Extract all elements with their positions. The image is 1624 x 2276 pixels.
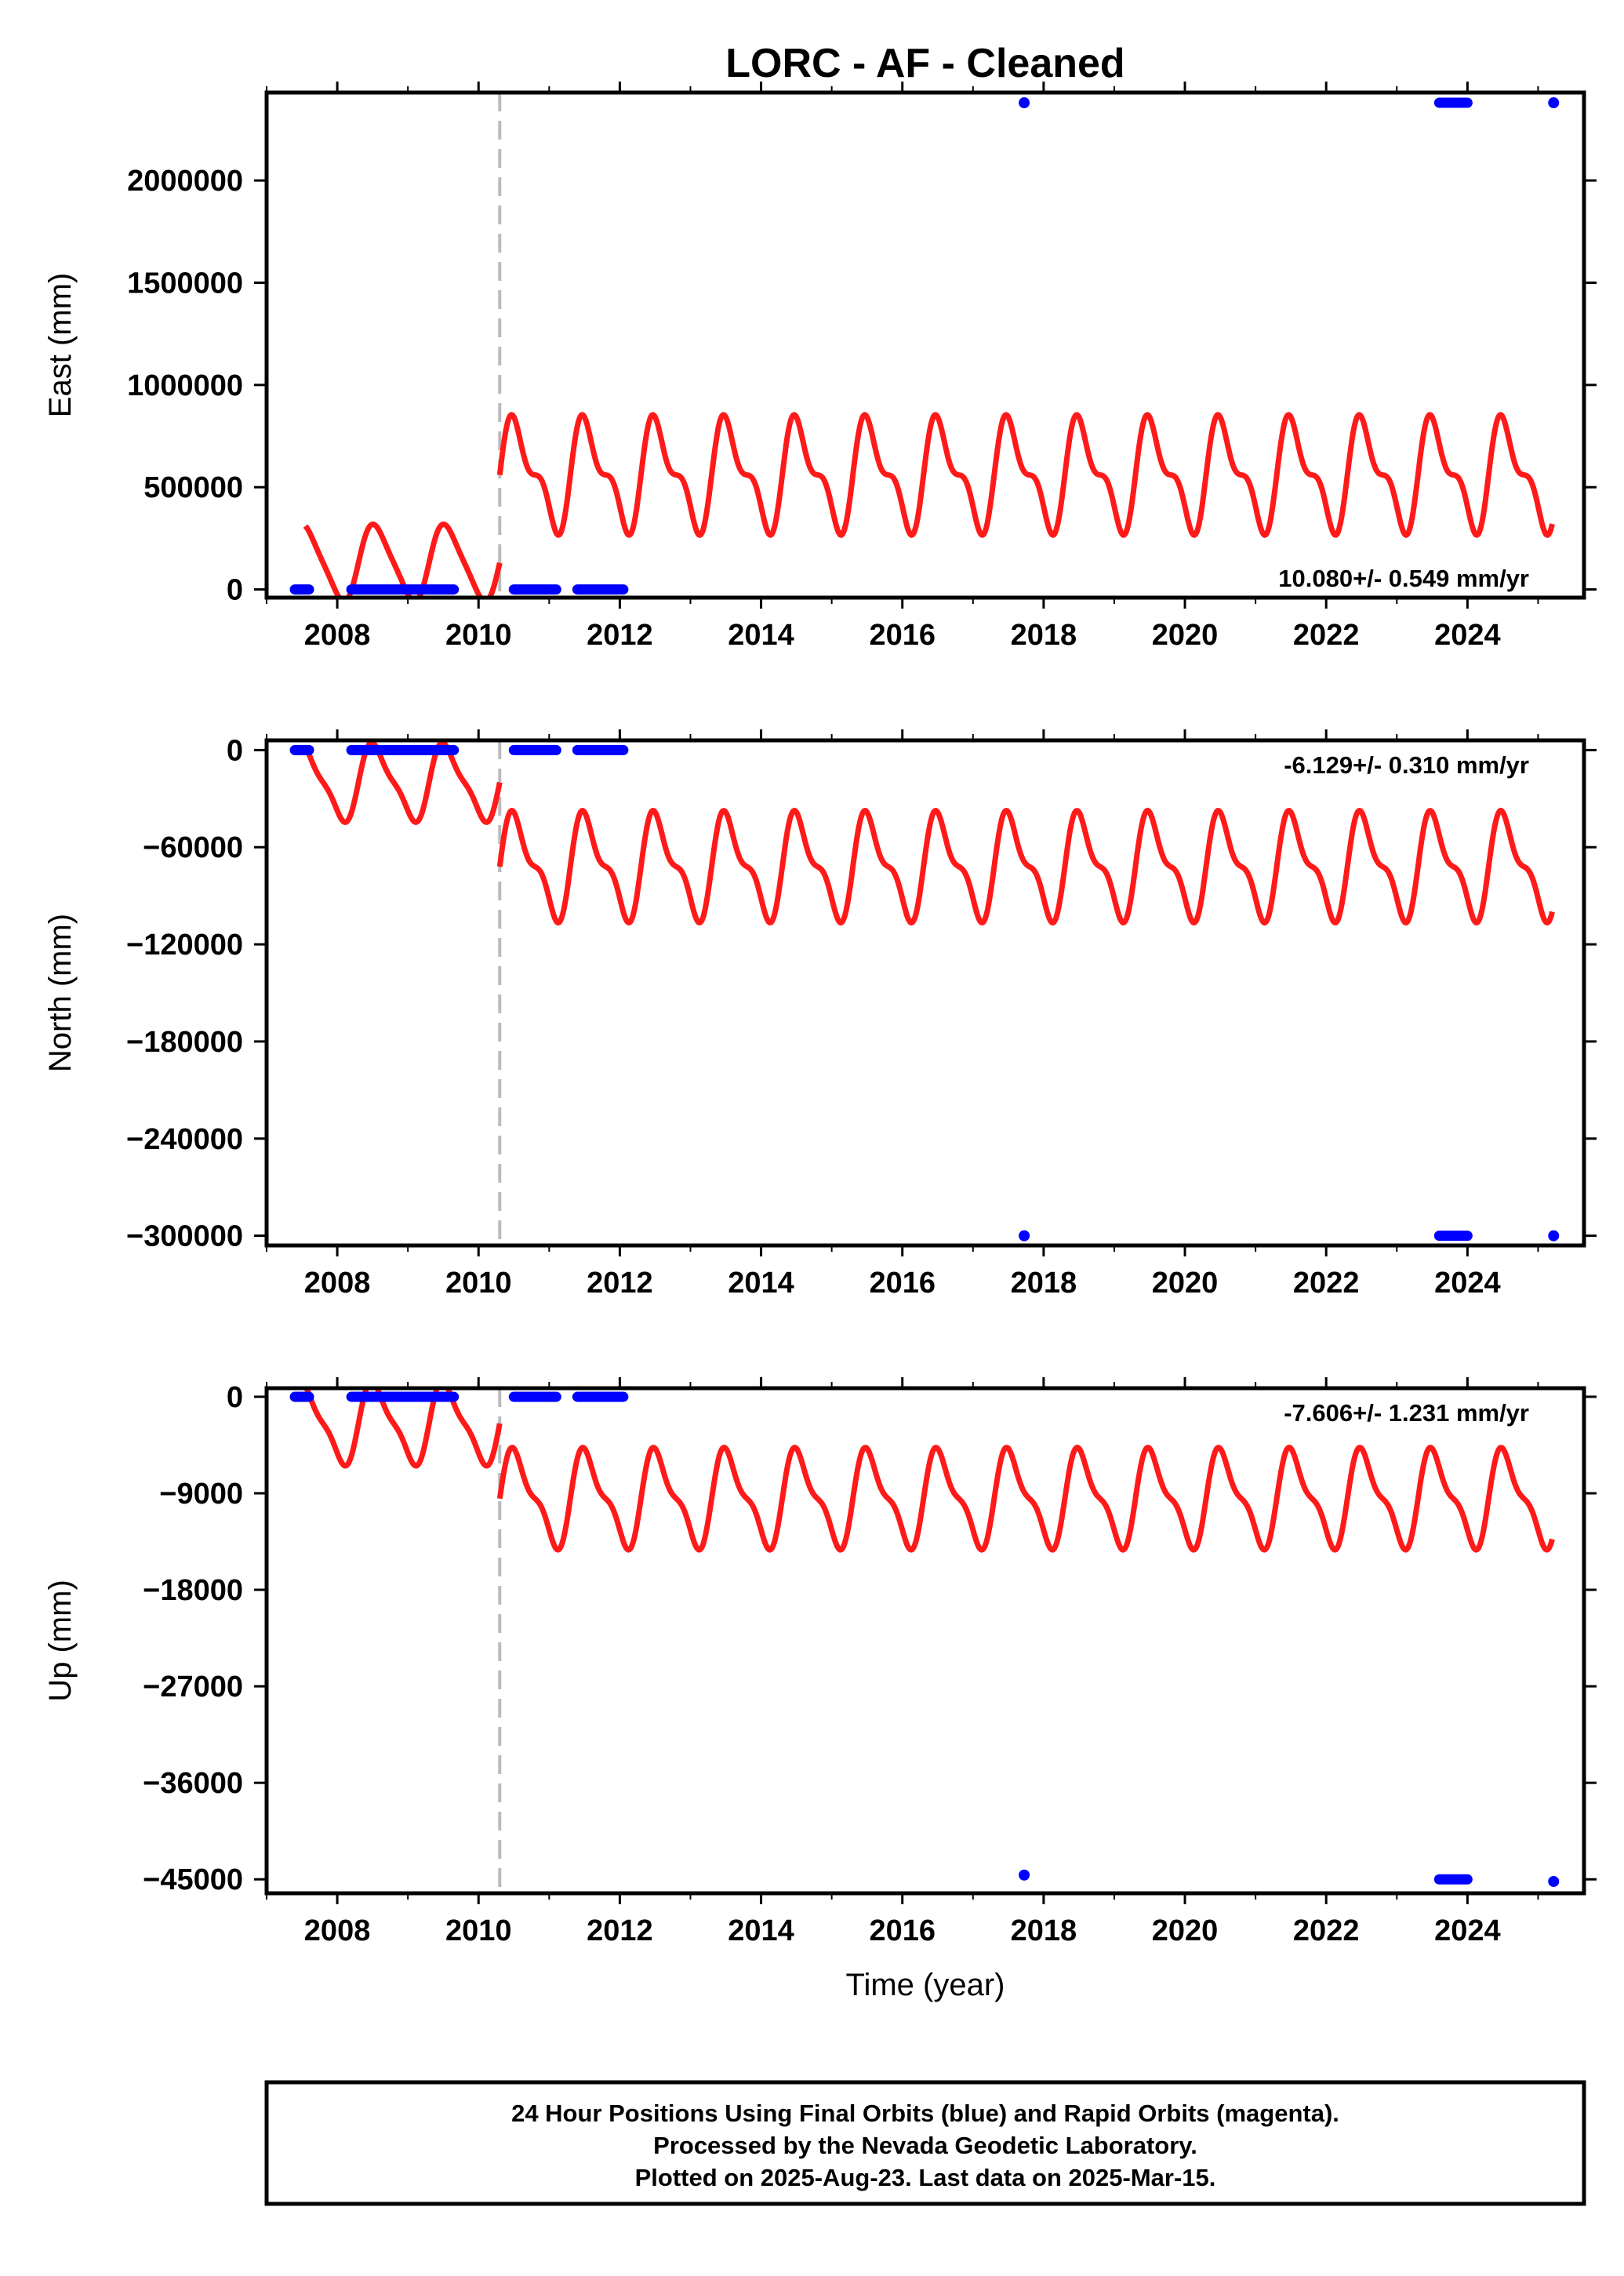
x-tick-label: 2012 xyxy=(587,1914,653,1947)
model-series-segment-1 xyxy=(303,521,503,598)
footer-box: 24 Hour Positions Using Final Orbits (bl… xyxy=(264,2080,1586,2206)
x-tick-label: 2022 xyxy=(1293,1267,1360,1300)
y-tick-label: −45000 xyxy=(143,1863,243,1896)
x-tick-label: 2020 xyxy=(1152,619,1219,652)
x-tick-label: 2008 xyxy=(304,619,371,652)
rate-annotation: 10.080+/- 0.549 mm/yr xyxy=(1278,565,1529,592)
plot-frame xyxy=(264,90,1586,600)
x-tick-label: 2014 xyxy=(728,1914,794,1947)
y-axis-label: East (mm) xyxy=(43,273,78,417)
y-tick-label: −36000 xyxy=(143,1767,243,1800)
x-tick-label: 2012 xyxy=(587,1267,653,1300)
footer-line-3: Plotted on 2025-Aug-23. Last data on 202… xyxy=(635,2164,1216,2191)
plot-frame xyxy=(264,738,1586,1248)
x-tick-label: 2008 xyxy=(304,1267,371,1300)
x-tick-label: 2024 xyxy=(1434,1914,1501,1947)
up-panel: 2008 2010 2012 2014 2016 2018 2020 2022 2024 0 −90… xyxy=(43,1377,1597,2002)
y-tick-label: 500000 xyxy=(144,471,243,504)
x-tick-label: 2014 xyxy=(728,1267,794,1300)
plot-area xyxy=(289,93,1560,598)
x-tick-label: 2016 xyxy=(869,1914,936,1947)
x-tick-label: 2016 xyxy=(869,1267,936,1300)
rate-annotation: -7.606+/- 1.231 mm/yr xyxy=(1284,1399,1529,1427)
model-series-segment-1 xyxy=(303,740,503,825)
y-axis-label: Up (mm) xyxy=(43,1580,78,1702)
y-tick-label: −240000 xyxy=(126,1123,243,1156)
y-tick-label: 1000000 xyxy=(127,369,243,402)
x-tick-label: 2022 xyxy=(1293,619,1360,652)
east-panel: 2008 2010 2012 2014 2016 2018 2020 2022 2024 0 500… xyxy=(43,82,1597,652)
model-series-segment-2 xyxy=(496,412,1555,538)
plot-area xyxy=(289,740,1560,1245)
x-tick-label: 2024 xyxy=(1434,619,1501,652)
plot-frame xyxy=(264,1386,1586,1896)
y-tick-label: 0 xyxy=(227,574,243,607)
x-tick-label: 2022 xyxy=(1293,1914,1360,1947)
model-series-segment-1 xyxy=(303,1388,503,1469)
north-panel: 2008 2010 2012 2014 2016 2018 2020 2022 2024 0 −60… xyxy=(43,729,1597,1300)
x-tick-label: 2012 xyxy=(587,619,653,652)
final-orbit-points-5 xyxy=(1019,1869,1030,1881)
final-orbit-points-7 xyxy=(1548,1230,1560,1242)
plot-area xyxy=(289,1388,1560,1893)
y-tick-label: −60000 xyxy=(143,831,243,864)
footer-line-2: Processed by the Nevada Geodetic Laborat… xyxy=(653,2132,1197,2159)
x-tick-label: 2016 xyxy=(869,619,936,652)
x-tick-label: 2010 xyxy=(445,1914,512,1947)
x-tick-label: 2020 xyxy=(1152,1267,1219,1300)
y-tick-label: −120000 xyxy=(126,929,243,962)
x-tick-label: 2024 xyxy=(1434,1267,1501,1300)
y-tick-label: −18000 xyxy=(143,1574,243,1607)
x-tick-label: 2010 xyxy=(445,1267,512,1300)
final-orbit-points-5 xyxy=(1019,1230,1030,1242)
model-series-segment-2 xyxy=(496,807,1555,926)
final-orbit-points-7 xyxy=(1548,97,1560,109)
y-tick-label: 0 xyxy=(227,1381,243,1414)
final-orbit-points-7 xyxy=(1548,1875,1560,1887)
y-tick-label: 2000000 xyxy=(127,165,243,198)
model-series-segment-2 xyxy=(496,1445,1555,1553)
y-tick-label: −9000 xyxy=(159,1478,243,1511)
y-tick-label: −180000 xyxy=(126,1026,243,1059)
footer-frame xyxy=(264,2080,1586,2206)
chart-title: LORC - AF - Cleaned xyxy=(725,41,1124,86)
x-axis-label: Time (year) xyxy=(846,1968,1005,2002)
x-tick-label: 2008 xyxy=(304,1914,371,1947)
x-tick-label: 2018 xyxy=(1011,1914,1077,1947)
y-tick-label: −27000 xyxy=(143,1671,243,1703)
x-tick-label: 2014 xyxy=(728,619,794,652)
y-tick-label: −300000 xyxy=(126,1220,243,1253)
y-tick-label: 0 xyxy=(227,734,243,767)
footer-line-1: 24 Hour Positions Using Final Orbits (bl… xyxy=(511,2100,1339,2127)
x-tick-label: 2020 xyxy=(1152,1914,1219,1947)
x-tick-label: 2010 xyxy=(445,619,512,652)
y-axis-label: North (mm) xyxy=(43,914,78,1072)
rate-annotation: -6.129+/- 0.310 mm/yr xyxy=(1284,751,1529,779)
x-tick-label: 2018 xyxy=(1011,1267,1077,1300)
x-tick-label: 2018 xyxy=(1011,619,1077,652)
y-tick-label: 1500000 xyxy=(127,267,243,300)
final-orbit-points-5 xyxy=(1019,97,1030,109)
